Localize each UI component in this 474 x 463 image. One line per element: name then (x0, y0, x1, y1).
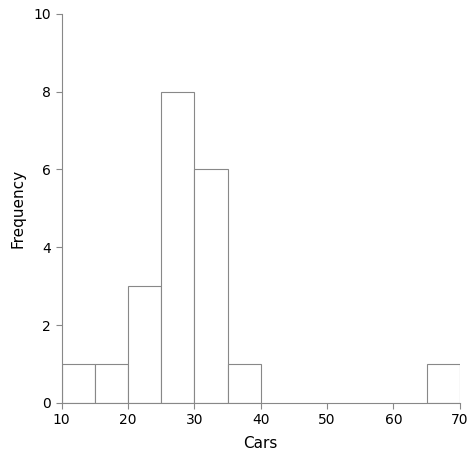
Bar (128, 286, 161, 403)
Bar (161, 92, 194, 403)
Bar (228, 364, 261, 403)
Bar (194, 169, 228, 403)
Bar (62, 364, 95, 403)
Bar (427, 364, 460, 403)
Bar (95, 364, 128, 403)
X-axis label: Cars: Cars (244, 436, 278, 450)
Y-axis label: Frequency: Frequency (10, 169, 25, 248)
